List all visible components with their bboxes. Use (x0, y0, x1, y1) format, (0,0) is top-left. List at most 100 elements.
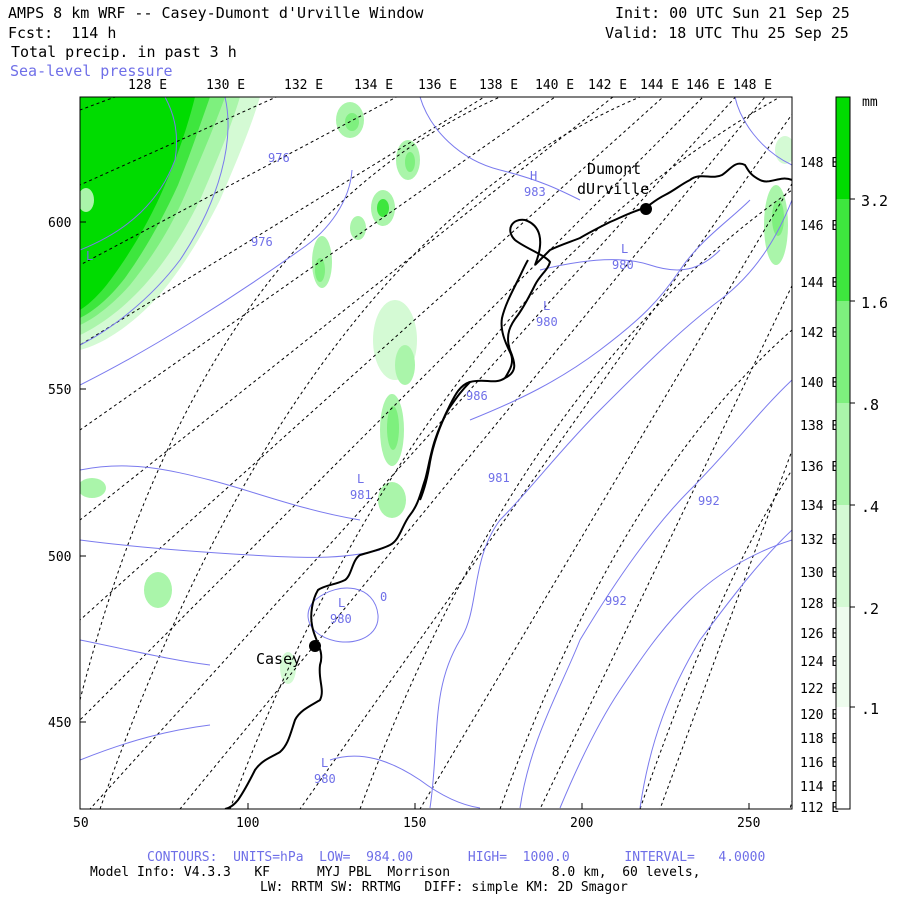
top-lon-label: 142 E (588, 78, 627, 93)
left-axis-label: 600 (48, 216, 71, 231)
right-lon-label: 122 E (800, 682, 839, 697)
colorbar-swatch (836, 97, 850, 199)
high-pressure-marker: H (530, 169, 537, 183)
top-lon-label: 144 E (640, 78, 679, 93)
slp-contours (80, 97, 792, 809)
contour-label-976: 976 (268, 151, 290, 165)
right-lon-axis: 148 E 146 E 144 E 142 E 140 E 138 E 136 … (800, 156, 839, 816)
right-lon-label: 120 E (800, 708, 839, 723)
colorbar-unit: mm (862, 95, 878, 110)
top-lon-label: 148 E (733, 78, 772, 93)
right-lon-label: 118 E (800, 732, 839, 747)
latlon-grid (80, 97, 792, 809)
right-lon-label: 116 E (800, 756, 839, 771)
colorbar-label: .2 (861, 600, 879, 618)
top-lon-label: 140 E (535, 78, 574, 93)
contour-label-980: 980 (314, 772, 336, 786)
right-lon-label: 126 E (800, 627, 839, 642)
colorbar-label: .8 (861, 396, 879, 414)
contour-label-zero: 0 (380, 590, 387, 604)
low-pressure-marker: L (338, 596, 345, 610)
right-lon-label: 128 E (800, 597, 839, 612)
dumont-label-line2: dUrville (577, 180, 649, 198)
bottom-axis-label: 200 (570, 816, 593, 831)
low-pressure-marker: L (357, 472, 364, 486)
colorbar-swatch (836, 199, 850, 301)
right-lon-label: 136 E (800, 460, 839, 475)
colorbar-swatch (836, 505, 850, 607)
init-time: Init: 00 UTC Sun 21 Sep 25 (615, 4, 850, 22)
colorbar: mm 3.2 1.6 .8 .4 .2 .1 (835, 95, 888, 810)
colorbar-swatch (836, 403, 850, 505)
colorbar-label: 3.2 (861, 192, 888, 210)
right-lon-label: 146 E (800, 219, 839, 234)
bottom-axis-label: 50 (73, 816, 89, 831)
contour-label-983: 983 (524, 185, 546, 199)
low-pressure-marker: L (543, 299, 550, 313)
forecast-hour: Fcst: 114 h (8, 24, 117, 42)
left-axis-label: 500 (48, 550, 71, 565)
valid-time: Valid: 18 UTC Thu 25 Sep 25 (605, 24, 849, 42)
right-lon-label: 134 E (800, 499, 839, 514)
colorbar-frame (835, 96, 851, 810)
right-lon-label: 112 E (800, 801, 839, 816)
model-info: Model Info: V4.3.3 KF MYJ PBL Morrison 8… (90, 865, 701, 880)
contours-info: CONTOURS: UNITS=hPa LOW= 984.00 HIGH= 10… (147, 850, 766, 865)
contour-label-992: 992 (698, 494, 720, 508)
top-lon-axis: 128 E 130 E 132 E 134 E 136 E 138 E 140 … (128, 78, 772, 93)
overlay-name: Sea-level pressure (10, 62, 173, 80)
dumont-durville-marker (640, 203, 652, 215)
field-name: Total precip. in past 3 h (11, 43, 237, 61)
casey-label: Casey (256, 650, 301, 668)
contour-label-992: 992 (605, 594, 627, 608)
right-lon-label: 130 E (800, 566, 839, 581)
right-lon-label: 114 E (800, 780, 839, 795)
contour-label-980: 980 (612, 258, 634, 272)
left-axis-label: 550 (48, 383, 71, 398)
top-lon-label: 146 E (686, 78, 725, 93)
left-axis-label: 450 (48, 716, 71, 731)
contour-label-976: 976 (251, 235, 273, 249)
colorbar-label: 1.6 (861, 294, 888, 312)
contour-label-980: 980 (330, 612, 352, 626)
stations (309, 203, 652, 652)
precip-shading (80, 97, 792, 684)
contour-label-980: 980 (536, 315, 558, 329)
left-axis: 600 550 500 450 (48, 216, 86, 731)
bottom-axis-label: 250 (737, 816, 760, 831)
bottom-axis: 50 100 150 200 250 (73, 803, 760, 831)
dumont-label-line1: Dumont (587, 160, 641, 178)
contour-label-981: 981 (488, 471, 510, 485)
colorbar-label: .1 (861, 700, 879, 718)
low-pressure-marker: L (621, 242, 628, 256)
right-lon-label: 140 E (800, 376, 839, 391)
top-lon-label: 134 E (354, 78, 393, 93)
bottom-axis-label: 100 (236, 816, 259, 831)
right-lon-label: 144 E (800, 276, 839, 291)
right-lon-label: 124 E (800, 655, 839, 670)
colorbar-swatch (836, 301, 850, 403)
top-lon-label: 138 E (479, 78, 518, 93)
colorbar-swatch (836, 607, 850, 707)
right-lon-label: 138 E (800, 419, 839, 434)
top-lon-label: 136 E (418, 78, 457, 93)
colorbar-label: .4 (861, 498, 879, 516)
right-lon-label: 148 E (800, 156, 839, 171)
plot-frame (79, 96, 793, 810)
bottom-axis-label: 150 (403, 816, 426, 831)
physics-info: LW: RRTM SW: RRTMG DIFF: simple KM: 2D S… (260, 880, 628, 895)
right-lon-label: 132 E (800, 533, 839, 548)
title-line: AMPS 8 km WRF -- Casey-Dumont d'Urville … (8, 4, 424, 22)
right-lon-label: 142 E (800, 326, 839, 341)
top-lon-label: 132 E (284, 78, 323, 93)
low-pressure-marker: L (86, 249, 93, 263)
contour-label-986: 986 (466, 389, 488, 403)
colorbar-swatch (836, 707, 850, 809)
casey-marker (309, 640, 321, 652)
top-lon-label: 128 E (128, 78, 167, 93)
low-pressure-marker: L (321, 756, 328, 770)
contour-labels: H 983 L 980 L 980 986 981 L 981 992 992 … (86, 151, 720, 786)
top-lon-label: 130 E (206, 78, 245, 93)
contour-label-981: 981 (350, 488, 372, 502)
